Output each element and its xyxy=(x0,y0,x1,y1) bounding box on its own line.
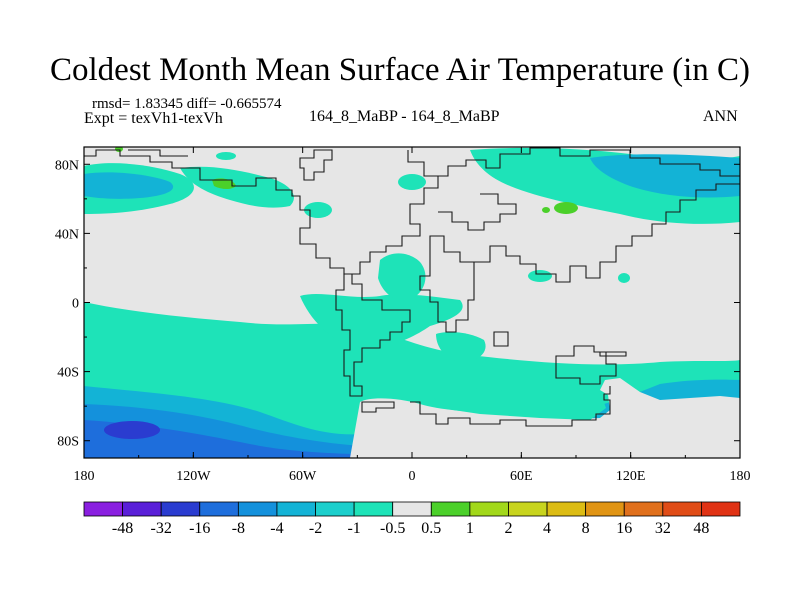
colorbar-swatch xyxy=(315,501,355,517)
x-tick-label: 120E xyxy=(616,469,646,484)
colorbar-swatch xyxy=(430,501,471,517)
y-tick-label: 0 xyxy=(72,297,79,312)
colorbar-label: -48 xyxy=(112,520,133,537)
colorbar-label: 16 xyxy=(616,520,632,537)
colorbar-swatch xyxy=(83,501,123,517)
field-north-blue-east xyxy=(590,154,740,198)
map-field xyxy=(84,147,740,458)
coast-greenland xyxy=(299,149,333,181)
field-africa-teal xyxy=(436,332,486,362)
axes: 180 120W 60W 0 60E 120E 180 80N 40N 0 40S 80S xyxy=(55,147,751,484)
coast-se-asia xyxy=(493,331,509,347)
colorbar-label: 48 xyxy=(693,520,709,537)
coast-africa xyxy=(419,235,475,333)
y-tick-label: 80N xyxy=(55,158,79,173)
field-north-blue-west xyxy=(84,172,174,199)
colorbar-swatch xyxy=(122,501,162,517)
colorbar-label: 2 xyxy=(504,520,512,537)
coast-indonesia xyxy=(599,351,627,357)
colorbar-label: 0.5 xyxy=(421,520,441,537)
colorbar-label: -0.5 xyxy=(380,520,405,537)
y-tick-label: 40S xyxy=(57,366,79,381)
colorbar: -48 -32 -16 -8 -4 -2 -1 -0.5 0.5 1 2 4 8 16 32 48 xyxy=(83,501,741,537)
colorbar-label: -1 xyxy=(347,520,360,537)
field-ice-patch xyxy=(652,411,684,421)
coast-north-america xyxy=(84,149,439,275)
x-tick-label: 180 xyxy=(730,469,751,484)
coast-europe-med xyxy=(438,193,517,231)
x-tick-label: 60E xyxy=(510,469,533,484)
colorbar-swatch xyxy=(237,501,278,517)
colorbar-label: -4 xyxy=(270,520,283,537)
x-tick-label: 0 xyxy=(409,469,416,484)
x-tick-label: 120W xyxy=(176,469,211,484)
field-speck-3 xyxy=(304,202,332,218)
field-green-patch-1 xyxy=(212,178,236,189)
stats-label: rmsd= 1.83345 diff= -0.665574 xyxy=(92,96,282,113)
field-south-dark-blue xyxy=(84,420,740,458)
colorbar-label: -32 xyxy=(151,520,172,537)
coast-asia xyxy=(474,183,740,283)
field-green-patch-2 xyxy=(554,202,578,214)
field-cold-core xyxy=(104,421,160,439)
colorbar-label: 4 xyxy=(543,520,551,537)
colorbar-swatch xyxy=(199,501,239,517)
field-speck-1 xyxy=(216,152,236,160)
y-tick-label: 40N xyxy=(55,227,79,242)
colorbar-swatch xyxy=(469,501,509,517)
colorbar-label: -8 xyxy=(232,520,245,537)
coast-arctic-island xyxy=(128,149,188,157)
colorbar-swatch xyxy=(701,501,741,517)
colorbar-label: 8 xyxy=(582,520,590,537)
season-label: ANN xyxy=(703,108,738,125)
field-tropical-teal xyxy=(300,294,463,349)
x-tick-label: 180 xyxy=(74,469,95,484)
colorbar-swatch xyxy=(546,501,587,517)
colorbar-swatch xyxy=(160,501,201,517)
coast-antarctic-peninsula xyxy=(361,401,395,413)
colorbar-swatch xyxy=(353,501,394,517)
colorbar-swatch xyxy=(276,501,316,517)
y-tick-label: 80S xyxy=(57,435,79,450)
colorbar-swatch xyxy=(623,501,664,517)
rmsd-value: rmsd= 1.83345 xyxy=(92,96,183,112)
chart-title: Coldest Month Mean Surface Air Temperatu… xyxy=(50,52,750,88)
colorbar-swatch xyxy=(392,501,432,517)
coastlines xyxy=(84,147,740,427)
field-speck-4 xyxy=(618,273,630,283)
field-north-teal-mid xyxy=(180,166,294,208)
field-speck-2 xyxy=(398,174,426,190)
field-atlantic-teal xyxy=(378,253,426,301)
x-tick-label: 60W xyxy=(289,469,317,484)
diff-value: diff= -0.665574 xyxy=(186,96,282,112)
colorbar-label: 32 xyxy=(655,520,671,537)
colorbar-swatch xyxy=(508,501,548,517)
coast-south-america xyxy=(335,273,411,397)
field-antarctica-teal xyxy=(430,388,606,420)
coast-australia xyxy=(555,345,617,385)
colorbar-swatch xyxy=(662,501,702,517)
colorbar-label: -16 xyxy=(189,520,210,537)
comparison-label: 164_8_MaBP - 164_8_MaBP xyxy=(309,108,500,125)
field-green-patch-4 xyxy=(542,207,550,213)
field-speck-5 xyxy=(528,270,552,282)
coast-africa-europe xyxy=(438,147,740,177)
coast-antarctica xyxy=(410,386,611,427)
colorbar-swatch xyxy=(585,501,625,517)
experiment-label: Expt = texVh1-texVh xyxy=(84,110,223,127)
field-speck-6 xyxy=(478,359,498,369)
colorbar-label: -2 xyxy=(309,520,322,537)
colorbar-label: 1 xyxy=(466,520,474,537)
